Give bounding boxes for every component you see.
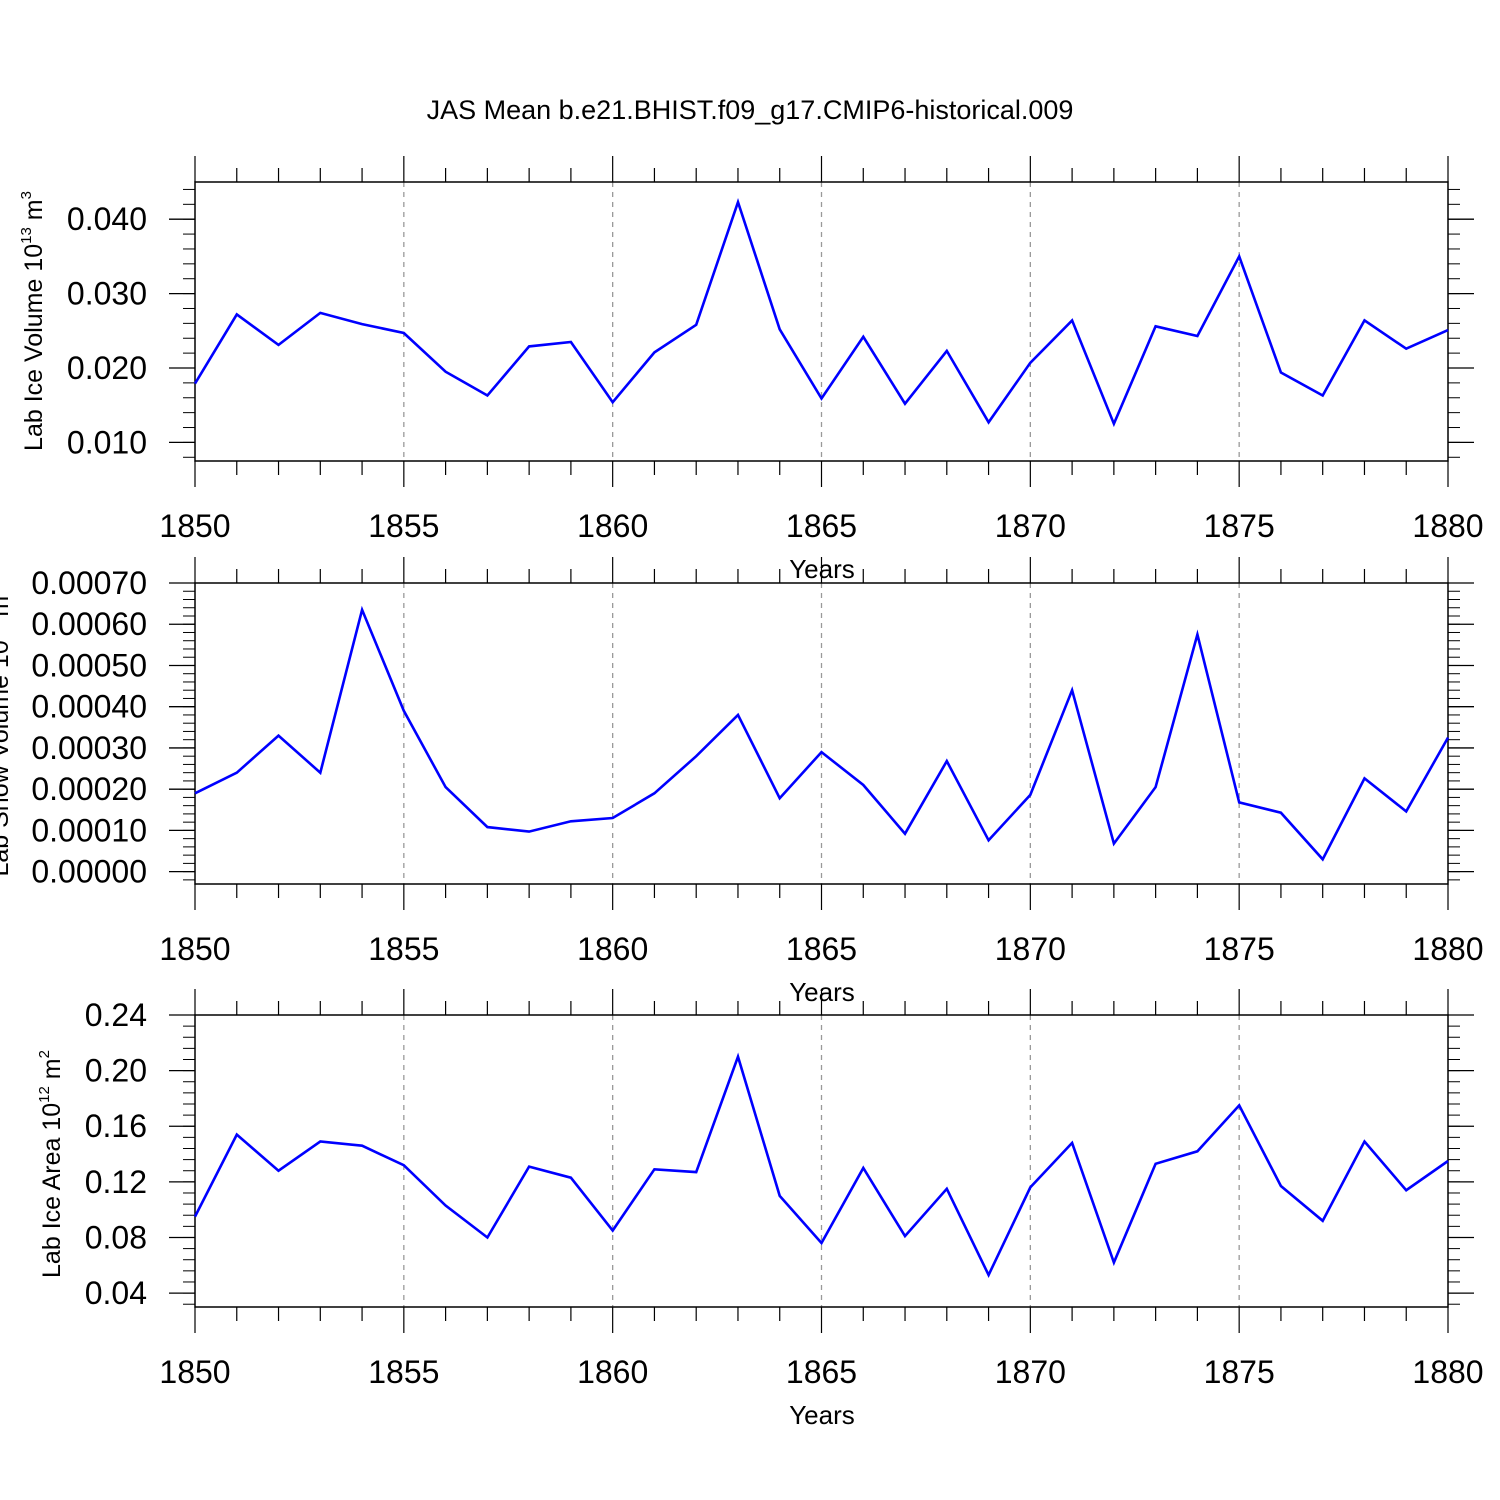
x-tick-label: 1880 [1412, 931, 1483, 967]
y-tick-label: 0.00030 [31, 730, 147, 766]
x-tick-label: 1880 [1412, 1354, 1483, 1390]
y-tick-label: 0.24 [85, 997, 147, 1033]
x-tick-label: 1860 [577, 931, 648, 967]
y-tick-label: 0.00010 [31, 812, 147, 848]
y-tick-label: 0.00060 [31, 606, 147, 642]
x-tick-label: 1880 [1412, 508, 1483, 544]
y-tick-label: 0.08 [85, 1219, 147, 1255]
x-tick-label: 1860 [577, 1354, 648, 1390]
x-tick-label: 1860 [577, 508, 648, 544]
y-tick-label: 0.16 [85, 1108, 147, 1144]
x-tick-label: 1870 [995, 931, 1066, 967]
x-tick-label: 1855 [368, 1354, 439, 1390]
y-tick-label: 0.040 [67, 201, 147, 237]
x-tick-label: 1870 [995, 508, 1066, 544]
x-tick-label: 1875 [1204, 1354, 1275, 1390]
x-tick-label: 1865 [786, 1354, 857, 1390]
panels: 1850 1855 1860 1865 1870 1875 1880 0.010 0.020 0.… [0, 156, 1484, 1430]
y-tick-label: 0.20 [85, 1053, 147, 1089]
y-tick-label: 0.00070 [31, 565, 147, 601]
x-tick-label: 1875 [1204, 931, 1275, 967]
figure-title: JAS Mean b.e21.BHIST.f09_g17.CMIP6-histo… [427, 95, 1074, 125]
y-tick-label: 0.010 [67, 424, 147, 460]
y-tick-label: 0.00050 [31, 647, 147, 683]
panel-2: 1850 1855 1860 1865 1870 1875 1880 0.00000 0.000… [0, 557, 1484, 1007]
x-tick-label: 1865 [786, 931, 857, 967]
x-axis-label: Years [789, 1400, 855, 1430]
y-axis-label: Lab Snow Volume 1013 m3 [0, 587, 14, 876]
panel-3: 1850 1855 1860 1865 1870 1875 1880 0.04 0.08 0.12… [36, 989, 1484, 1430]
x-tick-label: 1865 [786, 508, 857, 544]
panel-1: 1850 1855 1860 1865 1870 1875 1880 0.010 0.020 0.… [18, 156, 1484, 584]
x-tick-label: 1850 [159, 1354, 230, 1390]
y-tick-label: 0.00020 [31, 771, 147, 807]
y-tick-label: 0.00040 [31, 689, 147, 725]
y-tick-label: 0.00000 [31, 854, 147, 890]
x-tick-label: 1855 [368, 931, 439, 967]
y-tick-label: 0.020 [67, 350, 147, 386]
y-tick-label: 0.12 [85, 1164, 147, 1200]
x-tick-label: 1875 [1204, 508, 1275, 544]
x-tick-label: 1850 [159, 931, 230, 967]
x-tick-label: 1855 [368, 508, 439, 544]
y-tick-label: 0.030 [67, 276, 147, 312]
x-tick-label: 1870 [995, 1354, 1066, 1390]
x-tick-label: 1850 [159, 508, 230, 544]
y-axis-label: Lab Ice Area 1012 m2 [36, 1050, 66, 1278]
y-tick-label: 0.04 [85, 1275, 147, 1311]
y-axis-label: Lab Ice Volume 1013 m3 [18, 191, 48, 451]
